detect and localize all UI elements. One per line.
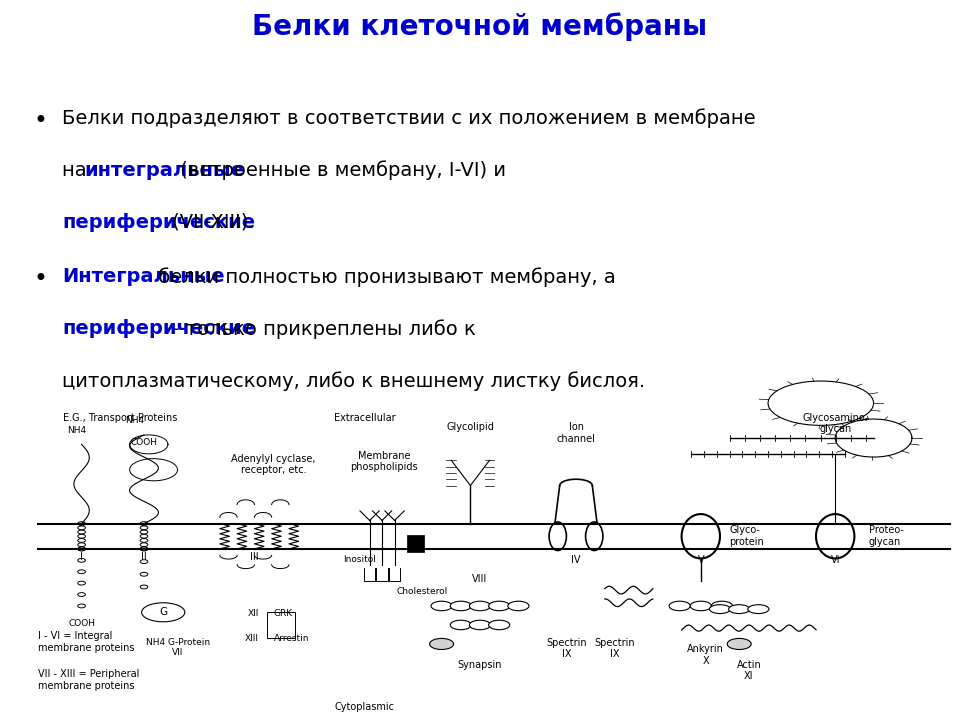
Text: Synapsin: Synapsin: [458, 660, 502, 670]
Ellipse shape: [469, 620, 491, 630]
Bar: [407, 535, 424, 552]
Text: Белки подразделяют в соответствии с их положением в мембране: Белки подразделяют в соответствии с их п…: [62, 109, 756, 128]
Text: Actin
XI: Actin XI: [736, 660, 761, 681]
Text: Glycosamino-
glycan: Glycosamino- glycan: [802, 413, 869, 434]
FancyBboxPatch shape: [267, 612, 295, 638]
Text: XII: XII: [248, 609, 259, 618]
Ellipse shape: [140, 559, 148, 564]
Text: интегральные: интегральные: [84, 161, 245, 180]
Ellipse shape: [690, 601, 711, 611]
Ellipse shape: [78, 526, 85, 530]
Text: Inositol: Inositol: [344, 555, 376, 564]
Ellipse shape: [430, 639, 454, 649]
Ellipse shape: [78, 570, 85, 574]
Text: NH4: NH4: [67, 426, 86, 435]
Ellipse shape: [729, 605, 750, 613]
Ellipse shape: [140, 539, 148, 542]
Text: COOH: COOH: [68, 618, 95, 628]
Ellipse shape: [450, 620, 471, 630]
Text: цитоплазматическому, либо к внешнему листку бислоя.: цитоплазматическому, либо к внешнему лис…: [62, 372, 645, 392]
Ellipse shape: [140, 534, 148, 538]
Text: •: •: [34, 267, 47, 292]
Text: Cytoplasmic: Cytoplasmic: [335, 702, 395, 712]
Text: на: на: [62, 161, 93, 180]
Ellipse shape: [78, 539, 85, 542]
Text: •: •: [34, 109, 47, 132]
Ellipse shape: [78, 547, 85, 551]
Text: VIII: VIII: [472, 575, 488, 584]
Text: Adenylyl cyclase,
receptor, etc.: Adenylyl cyclase, receptor, etc.: [231, 454, 316, 475]
Ellipse shape: [489, 620, 510, 630]
Text: IV: IV: [571, 555, 581, 565]
Ellipse shape: [728, 639, 752, 649]
Ellipse shape: [469, 601, 491, 611]
Ellipse shape: [508, 601, 529, 611]
Ellipse shape: [140, 572, 148, 576]
Text: Glyco-
protein: Glyco- protein: [730, 526, 764, 547]
Text: периферические: периферические: [62, 320, 255, 338]
Ellipse shape: [586, 522, 603, 551]
Ellipse shape: [78, 530, 85, 534]
Text: Интегральные: Интегральные: [62, 267, 225, 287]
Text: G: G: [159, 607, 167, 617]
Text: Proteo-
glycan: Proteo- glycan: [869, 526, 903, 547]
Text: NH4 G-Protein
VII: NH4 G-Protein VII: [146, 638, 209, 657]
Ellipse shape: [549, 522, 566, 551]
Ellipse shape: [78, 559, 85, 562]
Ellipse shape: [140, 543, 148, 546]
Text: GRK: GRK: [274, 609, 293, 618]
Ellipse shape: [748, 605, 769, 613]
Text: XIII: XIII: [245, 634, 259, 644]
Text: Ion
channel: Ion channel: [557, 422, 595, 444]
Text: (VII-XIII).: (VII-XIII).: [166, 213, 254, 232]
Ellipse shape: [78, 534, 85, 538]
Text: V: V: [698, 555, 704, 565]
Ellipse shape: [78, 604, 85, 608]
Text: Cholesterol: Cholesterol: [396, 587, 448, 596]
Ellipse shape: [709, 605, 731, 613]
Text: (встроенные в мембрану, I-VI) и: (встроенные в мембрану, I-VI) и: [174, 161, 506, 181]
Text: Extracellular: Extracellular: [334, 413, 396, 423]
Text: II: II: [141, 552, 147, 562]
Ellipse shape: [816, 514, 854, 559]
Ellipse shape: [711, 601, 732, 611]
Text: VII - XIII = Peripheral
membrane proteins: VII - XIII = Peripheral membrane protein…: [38, 670, 140, 691]
Ellipse shape: [140, 547, 148, 551]
Ellipse shape: [78, 522, 85, 526]
Ellipse shape: [682, 514, 720, 559]
Text: Spectrin
IX: Spectrin IX: [546, 638, 587, 660]
Text: белки полностью пронизывают мембрану, а: белки полностью пронизывают мембрану, а: [152, 267, 615, 287]
Ellipse shape: [78, 581, 85, 585]
Text: III: III: [251, 552, 258, 562]
Ellipse shape: [78, 543, 85, 546]
Text: COOH: COOH: [131, 438, 157, 447]
Text: Membrane
phospholipids: Membrane phospholipids: [350, 451, 418, 472]
Text: I: I: [81, 552, 83, 562]
Ellipse shape: [140, 585, 148, 589]
Text: NH4: NH4: [125, 416, 144, 426]
Ellipse shape: [489, 601, 510, 611]
Text: Glycolipid: Glycolipid: [446, 422, 494, 432]
Text: Ankyrin
X: Ankyrin X: [687, 644, 724, 665]
Text: Arrestin: Arrestin: [274, 634, 309, 644]
Text: I - VI = Integral
membrane proteins: I - VI = Integral membrane proteins: [38, 631, 135, 653]
Text: Spectrin
IX: Spectrin IX: [594, 638, 635, 660]
Text: периферические: периферические: [62, 213, 255, 232]
Ellipse shape: [140, 547, 148, 551]
Ellipse shape: [142, 603, 184, 622]
Text: Белки клеточной мембраны: Белки клеточной мембраны: [252, 12, 708, 41]
Ellipse shape: [78, 547, 85, 551]
Text: E.G., Transport Proteins: E.G., Transport Proteins: [62, 413, 178, 423]
Ellipse shape: [140, 526, 148, 530]
Ellipse shape: [140, 530, 148, 534]
Ellipse shape: [78, 593, 85, 596]
Ellipse shape: [450, 601, 471, 611]
Ellipse shape: [431, 601, 452, 611]
Ellipse shape: [669, 601, 690, 611]
Text: - только прикреплены либо к: - только прикреплены либо к: [166, 320, 476, 339]
Ellipse shape: [140, 522, 148, 526]
Text: VI: VI: [830, 555, 840, 565]
